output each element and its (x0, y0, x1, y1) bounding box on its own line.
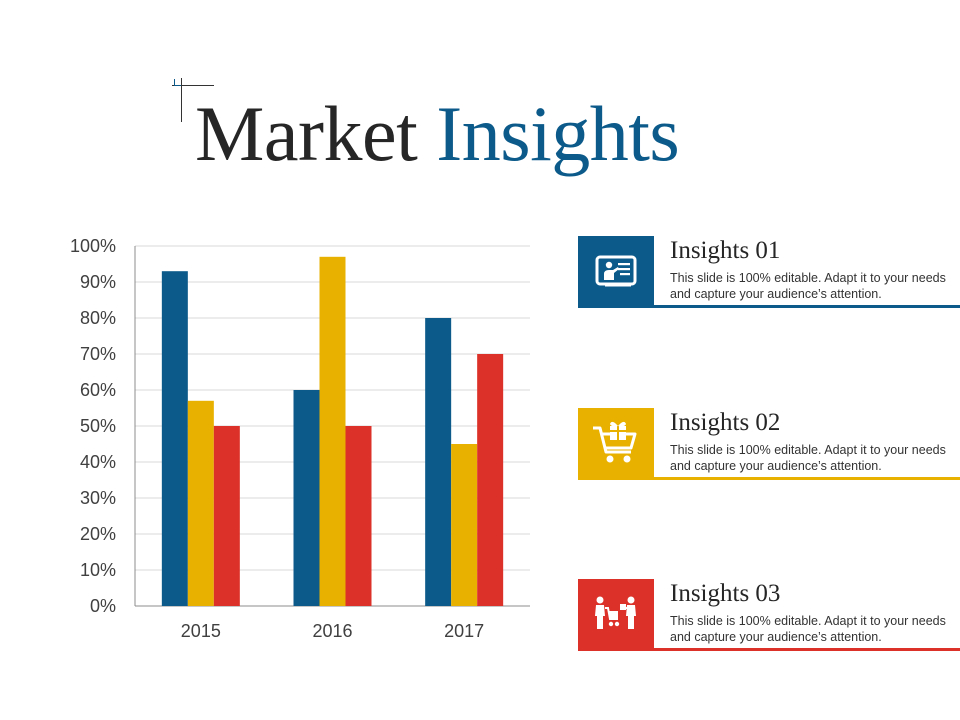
insight-icon-box-2 (578, 408, 654, 478)
bar-2017-series-1 (425, 318, 452, 606)
presentation-icon (595, 255, 637, 287)
y-tick-label: 0% (90, 596, 116, 616)
y-tick-label: 50% (80, 416, 116, 436)
insight-text-1: This slide is 100% editable. Adapt it to… (670, 271, 946, 301)
bar-chart: 0% 10% 20% 30% 40% 50% 60% 70% 80% 90% 100% 2015 201… (70, 236, 530, 641)
insight-underline-1 (578, 305, 960, 308)
x-tick-label: 2016 (312, 621, 352, 641)
bar-2015-series-1 (161, 271, 188, 606)
y-tick-label: 20% (80, 524, 116, 544)
insight-text-2: This slide is 100% editable. Adapt it to… (670, 443, 946, 473)
insight-title-1: Insights 01 (670, 237, 781, 264)
insight-icon-box-3 (578, 579, 654, 649)
y-tick-label: 90% (80, 272, 116, 292)
bar-2016-series-2 (319, 256, 346, 606)
y-tick-label: 30% (80, 488, 116, 508)
bar-2015-series-3 (213, 426, 240, 606)
bar-2016-series-1 (293, 390, 320, 606)
y-tick-label: 40% (80, 452, 116, 472)
insight-icon-box-1 (578, 236, 654, 306)
bar-2017-series-3 (477, 354, 504, 606)
y-tick-label: 100% (70, 236, 116, 256)
bar-2017-series-2 (451, 444, 478, 606)
y-tick-label: 60% (80, 380, 116, 400)
insight-underline-3 (578, 648, 960, 651)
gift-cart-icon (593, 421, 637, 463)
page-title: Market Insights (195, 88, 680, 180)
x-tick-label: 2015 (181, 621, 221, 641)
title-word-insights: Insights (436, 90, 680, 177)
bar-2016-series-3 (345, 426, 372, 606)
bar-2015-series-2 (187, 400, 214, 606)
insight-card-2: Insights 02 This slide is 100% editable.… (578, 408, 960, 480)
shopping-people-icon (595, 596, 636, 629)
insight-card-1: Insights 01 This slide is 100% editable.… (578, 236, 960, 308)
y-tick-label: 70% (80, 344, 116, 364)
y-tick-label: 10% (80, 560, 116, 580)
insight-card-3: Insights 03 This slide is 100% editable.… (578, 579, 960, 651)
x-tick-label: 2017 (444, 621, 484, 641)
insight-underline-2 (578, 477, 960, 480)
insight-title-2: Insights 02 (670, 409, 781, 436)
insight-title-3: Insights 03 (670, 580, 781, 607)
title-word-market: Market (195, 90, 418, 177)
insight-text-3: This slide is 100% editable. Adapt it to… (670, 614, 946, 644)
y-tick-label: 80% (80, 308, 116, 328)
